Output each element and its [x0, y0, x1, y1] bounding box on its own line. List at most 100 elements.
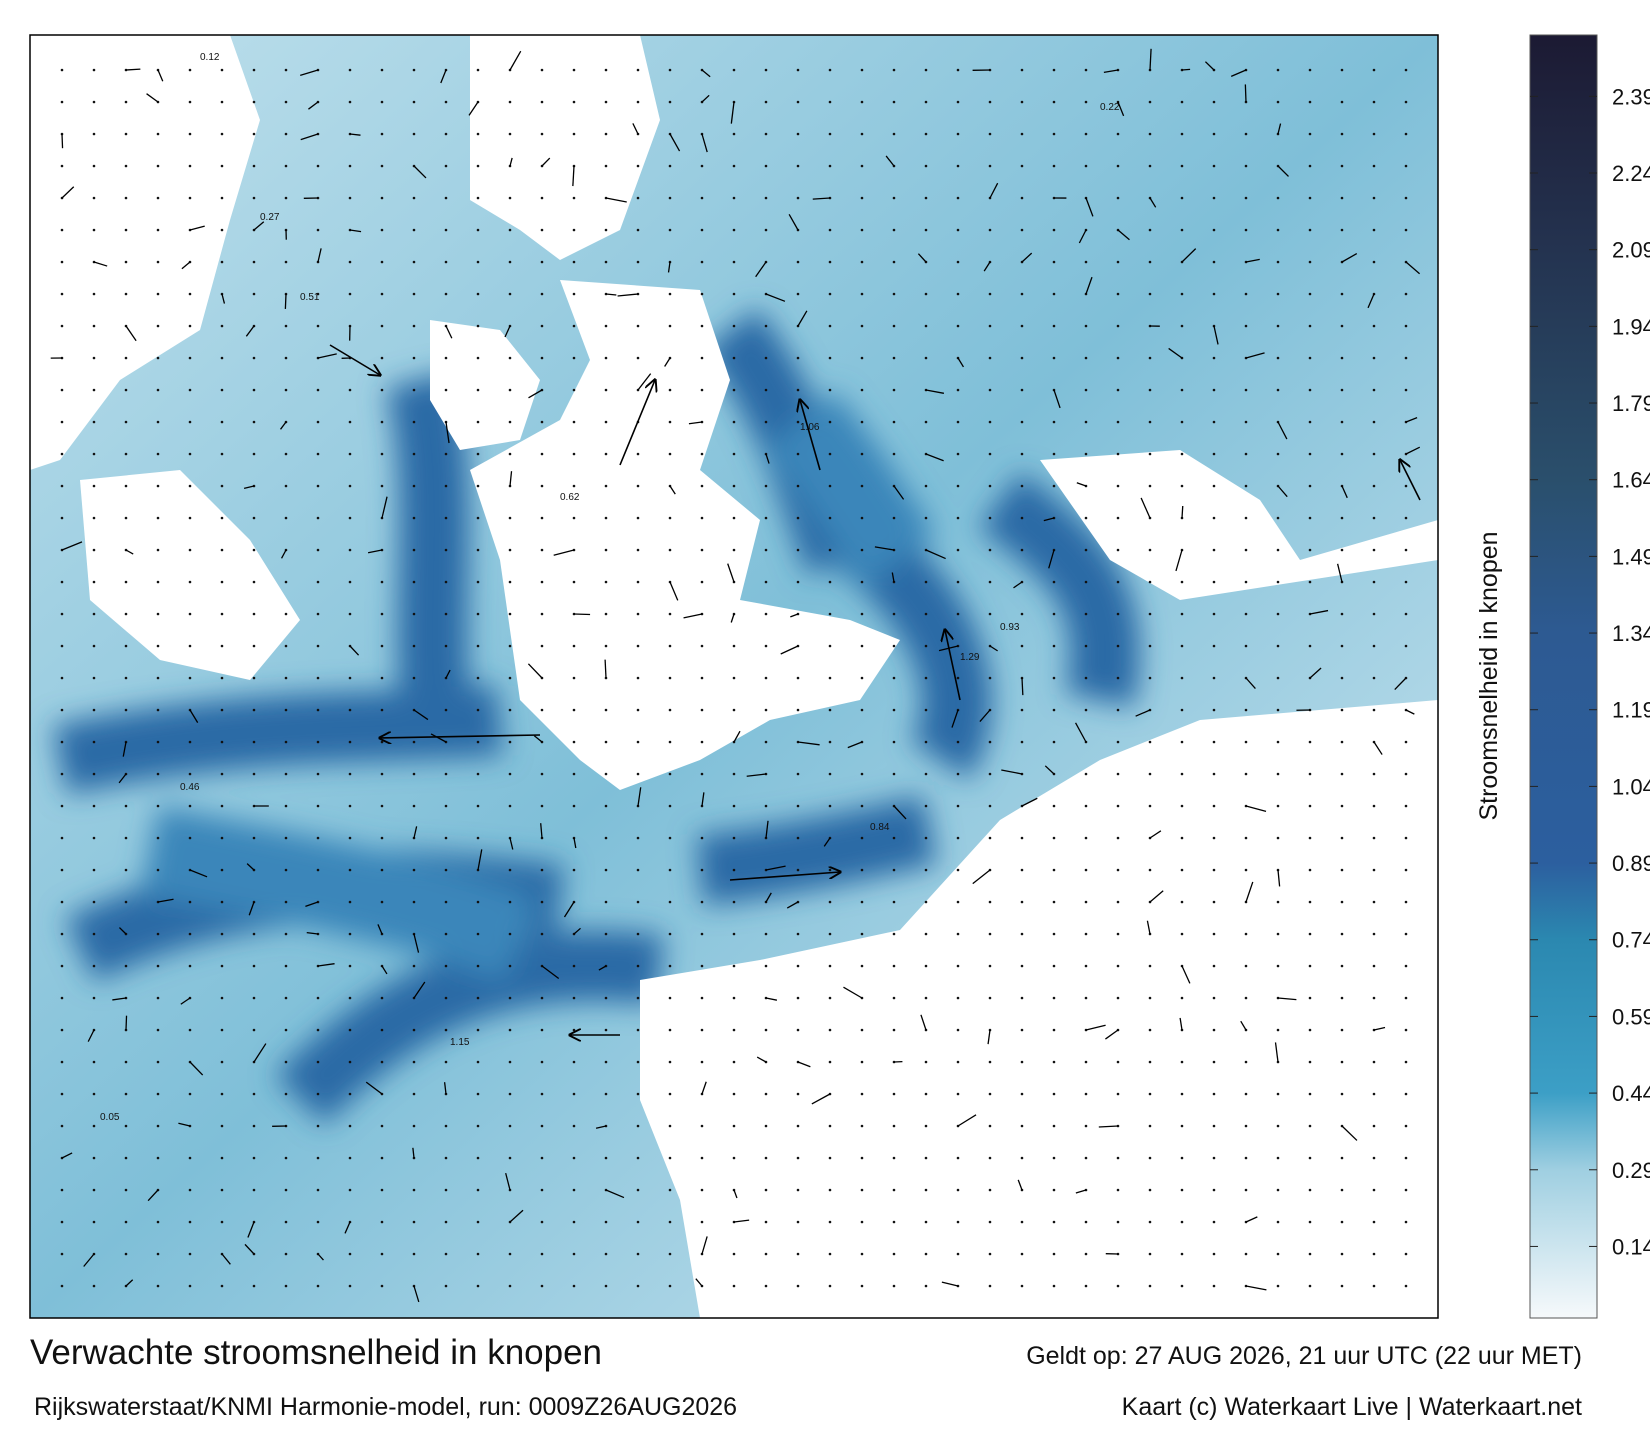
dot [1276, 644, 1280, 648]
dot [636, 900, 640, 904]
dot [220, 1092, 224, 1096]
dot [412, 132, 416, 136]
dot [156, 1028, 160, 1032]
dot [668, 1028, 672, 1032]
dot [764, 196, 768, 200]
vector [147, 1189, 159, 1202]
dot [860, 484, 864, 488]
footer-title: Verwachte stroomsnelheid in knopen [30, 1333, 603, 1372]
vector [87, 1029, 95, 1042]
dot [892, 100, 896, 104]
dot [220, 868, 224, 872]
dot [220, 900, 224, 904]
dot [124, 452, 128, 456]
dot [60, 708, 64, 712]
dot [988, 388, 992, 392]
dot [508, 548, 512, 552]
dot [60, 1284, 64, 1288]
dot [1308, 964, 1312, 968]
dot [220, 260, 224, 264]
vector [605, 1189, 625, 1199]
colorbar-ticks: 0.140.290.440.590.740.891.041.191.341.49… [1530, 84, 1650, 1259]
dot [60, 1092, 64, 1096]
dot [988, 580, 992, 584]
dot [124, 612, 128, 616]
vector [125, 1015, 128, 1031]
dot [156, 740, 160, 744]
dot [1244, 164, 1248, 168]
dot [1116, 804, 1120, 808]
vector [701, 1236, 708, 1255]
dot [60, 1188, 64, 1192]
vector [112, 997, 127, 1001]
dot [380, 644, 384, 648]
vector [572, 165, 575, 187]
dot [732, 676, 736, 680]
dot [1052, 1092, 1056, 1096]
dot [892, 676, 896, 680]
dot [252, 420, 256, 424]
dot [604, 836, 608, 840]
map-label: 0.05 [100, 1112, 120, 1123]
vector [786, 901, 799, 909]
dot [604, 1092, 608, 1096]
dot [316, 676, 320, 680]
dot [1340, 388, 1344, 392]
dot [60, 228, 64, 232]
dot [1084, 420, 1088, 424]
map-label: 0.46 [180, 782, 200, 793]
dot [316, 612, 320, 616]
dot [348, 580, 352, 584]
dot [1340, 516, 1344, 520]
dot [860, 388, 864, 392]
arrow [945, 630, 961, 701]
dot [924, 644, 928, 648]
map-labels: 0.12 0.27 0.51 1.06 0.62 0.93 1.29 0.84 … [100, 52, 1120, 1123]
dot [988, 612, 992, 616]
dot [380, 1060, 384, 1064]
colorbar [1529, 34, 1598, 1319]
dot [1340, 420, 1344, 424]
dot [604, 68, 608, 72]
vector [917, 253, 927, 263]
dot [1308, 580, 1312, 584]
vector [83, 1253, 95, 1267]
dot [732, 132, 736, 136]
dot [220, 1124, 224, 1128]
dot [828, 1252, 832, 1256]
vector [733, 1219, 750, 1223]
vector [1117, 101, 1125, 117]
dot [1372, 676, 1376, 680]
dot [796, 708, 800, 712]
dot [188, 324, 192, 328]
dot [636, 964, 640, 968]
dot [348, 1284, 352, 1288]
vector [797, 741, 820, 746]
dot [1052, 1028, 1056, 1032]
dot [444, 900, 448, 904]
dot [828, 1124, 832, 1128]
dot [604, 900, 608, 904]
dot [1020, 324, 1024, 328]
dot [1212, 388, 1216, 392]
dot [252, 100, 256, 104]
dot [444, 708, 448, 712]
dot [412, 484, 416, 488]
dot [476, 356, 480, 360]
dot [1340, 612, 1344, 616]
dot [476, 68, 480, 72]
colorbar-label: Stroomsnelheid in knopen [1475, 531, 1503, 820]
dot [412, 260, 416, 264]
vector [1074, 722, 1087, 743]
vector [563, 901, 575, 918]
dot [220, 676, 224, 680]
dot [956, 740, 960, 744]
dot [732, 772, 736, 776]
dot [1052, 996, 1056, 1000]
vector [730, 101, 735, 124]
dot [476, 740, 480, 744]
dot [1212, 964, 1216, 968]
dot [828, 100, 832, 104]
dot [540, 1124, 544, 1128]
dot [1244, 1252, 1248, 1256]
